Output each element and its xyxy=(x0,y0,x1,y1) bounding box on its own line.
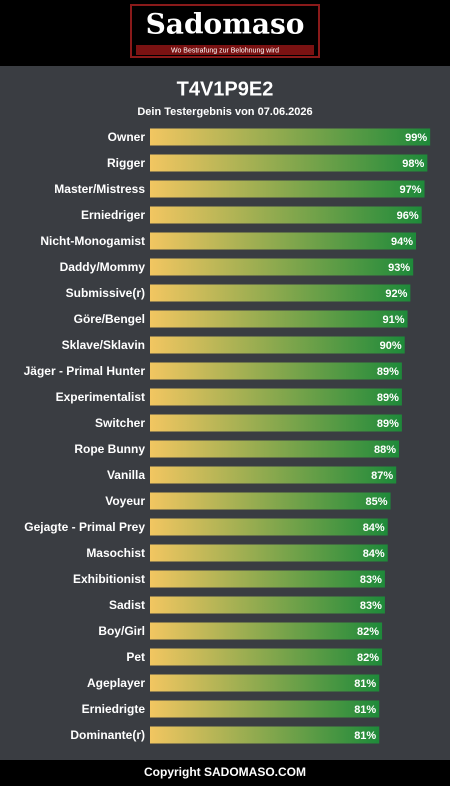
value-label: 85% xyxy=(366,496,388,508)
category-label: Masochist xyxy=(86,546,145,560)
bar xyxy=(150,518,388,536)
bar xyxy=(150,674,380,692)
value-label: 90% xyxy=(380,340,402,352)
value-label: 88% xyxy=(374,444,396,456)
bar xyxy=(150,544,388,562)
value-label: 89% xyxy=(377,392,399,404)
category-label: Submissive(r) xyxy=(66,286,145,300)
category-label: Switcher xyxy=(95,416,145,430)
chart-title: T4V1P9E2 xyxy=(177,78,274,100)
bar xyxy=(150,180,425,198)
value-label: 87% xyxy=(371,470,393,482)
bar xyxy=(150,622,383,640)
value-label: 98% xyxy=(402,158,424,170)
category-label: Erniedrigte xyxy=(82,702,146,716)
value-label: 94% xyxy=(391,236,413,248)
category-label: Göre/Bengel xyxy=(74,312,145,326)
value-label: 97% xyxy=(399,184,421,196)
bar xyxy=(150,492,391,510)
value-label: 89% xyxy=(377,366,399,378)
category-label: Voyeur xyxy=(105,494,145,508)
bar xyxy=(150,128,431,146)
value-label: 84% xyxy=(363,548,385,560)
category-label: Owner xyxy=(108,130,146,144)
bar xyxy=(150,258,414,276)
bar xyxy=(150,596,385,614)
tagline-bg xyxy=(136,45,314,55)
category-label: Jäger - Primal Hunter xyxy=(24,364,146,378)
value-label: 96% xyxy=(397,210,419,222)
category-label: Nicht-Monogamist xyxy=(40,234,145,248)
value-label: 81% xyxy=(354,704,376,716)
footer-bg xyxy=(0,760,450,786)
category-label: Experimentalist xyxy=(56,390,145,404)
bar xyxy=(150,570,385,588)
value-label: 81% xyxy=(354,730,376,742)
bar xyxy=(150,336,405,354)
category-label: Erniedriger xyxy=(81,208,145,222)
category-label: Daddy/Mommy xyxy=(60,260,146,274)
bar xyxy=(150,206,422,224)
category-label: Sadist xyxy=(109,598,145,612)
value-label: 83% xyxy=(360,574,382,586)
bar xyxy=(150,362,402,380)
footer[interactable]: Copyright SADOMASO.COM xyxy=(144,765,306,779)
logo[interactable]: Sadomaso xyxy=(146,8,305,41)
category-label: Dominante(r) xyxy=(70,728,145,742)
value-label: 99% xyxy=(405,132,427,144)
category-label: Rope Bunny xyxy=(74,442,145,456)
bar xyxy=(150,310,408,328)
bar xyxy=(150,726,380,744)
bar xyxy=(150,440,400,458)
bar xyxy=(150,388,402,406)
value-label: 84% xyxy=(363,522,385,534)
value-label: 91% xyxy=(382,314,404,326)
tagline: Wo Bestrafung zur Belohnung wird xyxy=(171,47,279,54)
value-label: 82% xyxy=(357,652,379,664)
category-label: Master/Mistress xyxy=(54,182,145,196)
value-label: 89% xyxy=(377,418,399,430)
bar xyxy=(150,284,411,302)
bar xyxy=(150,648,383,666)
category-label: Boy/Girl xyxy=(98,624,145,638)
value-label: 81% xyxy=(354,678,376,690)
bar xyxy=(150,154,428,172)
value-label: 82% xyxy=(357,626,379,638)
bar xyxy=(150,466,397,484)
category-label: Pet xyxy=(126,650,145,664)
value-label: 92% xyxy=(385,288,407,300)
value-label: 83% xyxy=(360,600,382,612)
category-label: Ageplayer xyxy=(87,676,145,690)
category-label: Rigger xyxy=(107,156,145,170)
bar xyxy=(150,700,380,718)
value-label: 93% xyxy=(388,262,410,274)
bar xyxy=(150,232,417,250)
category-label: Exhibitionist xyxy=(73,572,145,586)
chart-subtitle: Dein Testergebnis von 07.06.2026 xyxy=(137,106,312,118)
category-label: Gejagte - Primal Prey xyxy=(24,520,145,534)
category-label: Vanilla xyxy=(107,468,145,482)
category-label: Sklave/Sklavin xyxy=(62,338,145,352)
bar xyxy=(150,414,402,432)
